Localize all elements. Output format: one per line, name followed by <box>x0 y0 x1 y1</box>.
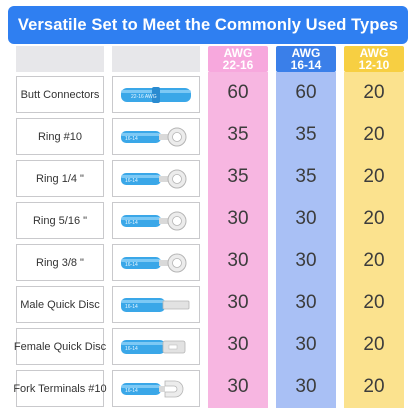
svg-text:16-14: 16-14 <box>125 304 138 310</box>
awg-range: 22-16 <box>222 58 254 72</box>
header-blank-name <box>16 46 104 72</box>
svg-text:16-14: 16-14 <box>125 178 138 184</box>
row-name-cell: Female Quick Disc <box>14 328 106 365</box>
svg-text:16-14: 16-14 <box>125 388 138 394</box>
row-name-cell: Fork Terminals #10 <box>13 370 107 407</box>
butt-connector-icon: 22-16 AWG <box>112 76 200 113</box>
quantity-cell: 30 <box>208 198 268 240</box>
svg-text:16-14: 16-14 <box>125 220 138 226</box>
quantity-cell: 20 <box>344 282 404 324</box>
female-disconnect-icon: 16-14 <box>112 328 200 365</box>
awg-range: 12-10 <box>358 58 390 72</box>
quantity-cell: 60 <box>276 72 336 114</box>
quantity-cell: 30 <box>276 240 336 282</box>
row-name-cell: Ring #10 <box>16 118 104 155</box>
ring-terminal-icon: 16-14 <box>112 118 200 155</box>
ring-terminal-icon: 16-14 <box>112 244 200 281</box>
svg-text:16-14: 16-14 <box>125 136 138 142</box>
quantity-cell: 20 <box>344 156 404 198</box>
awg-label: AWG <box>223 46 253 60</box>
awg-header-22-16: AWG 22-16 <box>208 46 268 72</box>
quantity-cell: 35 <box>208 114 268 156</box>
quantity-cell: 20 <box>344 72 404 114</box>
quantity-cell: 35 <box>276 156 336 198</box>
svg-text:22-16 AWG: 22-16 AWG <box>131 94 157 100</box>
quantity-cell: 20 <box>344 114 404 156</box>
quantity-cell: 30 <box>208 282 268 324</box>
row-name-cell: Ring 3/8 " <box>16 244 104 281</box>
quantity-cell: 30 <box>208 366 268 408</box>
quantity-cell: 20 <box>344 324 404 366</box>
quantity-cell: 20 <box>344 198 404 240</box>
awg-range: 16-14 <box>290 58 322 72</box>
awg-header-12-10: AWG 12-10 <box>344 46 404 72</box>
header-blank-image <box>112 46 200 72</box>
page-title: Versatile Set to Meet the Commonly Used … <box>17 15 399 34</box>
fork-terminal-icon: 16-14 <box>112 370 200 407</box>
quantity-cell: 20 <box>344 240 404 282</box>
title-banner: Versatile Set to Meet the Commonly Used … <box>8 6 408 44</box>
quantity-cell: 35 <box>276 114 336 156</box>
svg-text:16-14: 16-14 <box>125 346 138 352</box>
quantity-cell: 30 <box>208 240 268 282</box>
quantity-cell: 20 <box>344 366 404 408</box>
awg-header-16-14: AWG 16-14 <box>276 46 336 72</box>
row-name-cell: Ring 5/16 " <box>16 202 104 239</box>
row-name-cell: Butt Connectors <box>16 76 104 113</box>
quantity-cell: 35 <box>208 156 268 198</box>
row-name-cell: Ring 1/4 " <box>16 160 104 197</box>
quantity-cell: 30 <box>208 324 268 366</box>
awg-label: AWG <box>291 46 321 60</box>
quantity-cell: 30 <box>276 282 336 324</box>
ring-terminal-icon: 16-14 <box>112 202 200 239</box>
quantity-cell: 30 <box>276 324 336 366</box>
quantity-cell: 30 <box>276 198 336 240</box>
male-disconnect-icon: 16-14 <box>112 286 200 323</box>
svg-text:16-14: 16-14 <box>125 262 138 268</box>
quantity-cell: 60 <box>208 72 268 114</box>
row-name-cell: Male Quick Disc <box>16 286 104 323</box>
quantity-cell: 30 <box>276 366 336 408</box>
awg-label: AWG <box>359 46 389 60</box>
ring-terminal-icon: 16-14 <box>112 160 200 197</box>
